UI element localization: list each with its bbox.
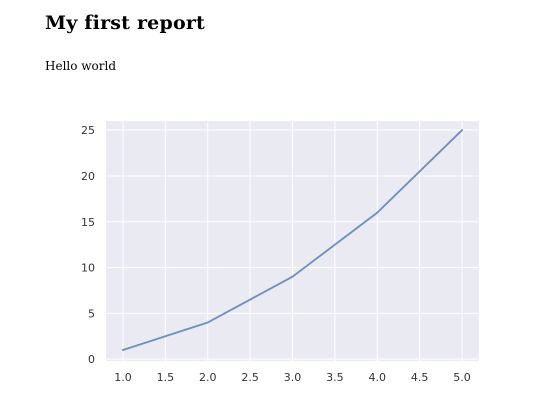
x-tick-label: 2.0 [199,371,217,384]
x-tick-label: 3.5 [326,371,344,384]
data-point [376,212,378,214]
x-tick-label: 1.5 [157,371,175,384]
x-tick-label: 4.5 [411,371,429,384]
data-point [122,349,124,351]
x-tick-label: 2.5 [241,371,259,384]
y-tick-label: 15 [81,216,95,229]
x-tick-label: 4.0 [369,371,387,384]
y-tick-label: 5 [88,307,95,320]
x-tick-label: 5.0 [453,371,471,384]
data-point [292,276,294,278]
y-tick-label: 25 [81,124,95,137]
y-tick-label: 20 [81,170,95,183]
x-tick-label: 3.0 [284,371,302,384]
y-axis-ticks: 0 5 10 15 20 25 [81,124,95,366]
data-point [207,322,209,324]
x-axis-ticks: 1.0 1.5 2.0 2.5 3.0 3.5 4.0 4.5 5.0 [114,371,471,384]
y-tick-label: 10 [81,262,95,275]
data-point [461,129,463,131]
y-tick-label: 0 [88,353,95,366]
x-tick-label: 1.0 [114,371,132,384]
